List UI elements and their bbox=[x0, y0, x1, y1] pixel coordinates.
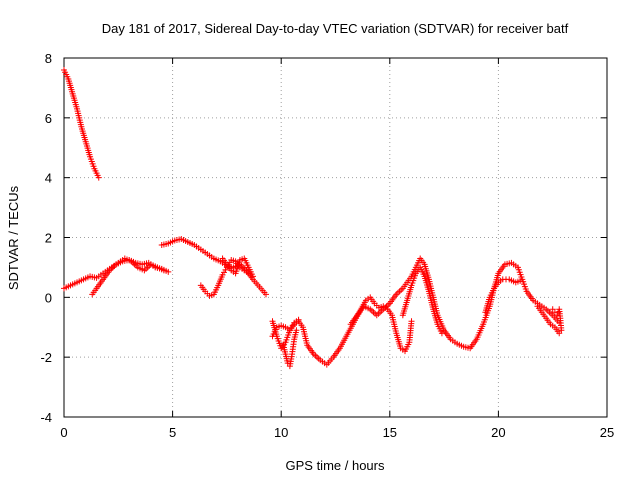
data-point bbox=[160, 267, 167, 274]
data-point bbox=[438, 330, 445, 337]
data-point bbox=[165, 268, 172, 275]
x-tick-label: 10 bbox=[274, 425, 288, 440]
series-seg4 bbox=[158, 235, 269, 298]
tick-labels: 0 5 10 15 20 25 -4 -2 0 2 4 6 8 bbox=[40, 51, 614, 440]
x-tick-label: 5 bbox=[169, 425, 176, 440]
axis-ticks bbox=[63, 57, 608, 418]
series-seg11 bbox=[399, 264, 445, 337]
series-seg5 bbox=[197, 256, 252, 299]
series-seg1 bbox=[61, 66, 102, 181]
y-tick-label: 2 bbox=[45, 231, 52, 246]
data-marks bbox=[61, 66, 565, 370]
gridlines bbox=[64, 58, 607, 417]
data-point bbox=[558, 327, 565, 334]
y-tick-label: 6 bbox=[45, 111, 52, 126]
series-seg13 bbox=[534, 303, 563, 337]
x-tick-label: 25 bbox=[600, 425, 614, 440]
data-point bbox=[554, 312, 561, 319]
x-tick-label: 0 bbox=[60, 425, 67, 440]
data-point bbox=[295, 316, 302, 323]
series-seg8 bbox=[269, 316, 302, 352]
x-tick-label: 20 bbox=[491, 425, 505, 440]
series-seg9 bbox=[280, 327, 300, 370]
series-seg3 bbox=[89, 255, 167, 298]
x-axis-label: GPS time / hours bbox=[286, 458, 385, 473]
y-axis-label: SDTVAR / TECUs bbox=[6, 185, 21, 290]
series-seg12 bbox=[482, 276, 524, 316]
y-tick-label: -4 bbox=[40, 410, 52, 425]
chart-title: Day 181 of 2017, Sidereal Day-to-day VTE… bbox=[102, 21, 569, 36]
data-point bbox=[517, 277, 524, 284]
series-seg10 bbox=[347, 255, 563, 352]
data-point bbox=[408, 318, 415, 325]
series-seg14 bbox=[549, 306, 565, 334]
data-point bbox=[262, 291, 269, 298]
data-point bbox=[95, 174, 102, 181]
y-tick-label: 4 bbox=[45, 171, 52, 186]
plot-border bbox=[63, 57, 608, 418]
data-point bbox=[249, 273, 256, 280]
x-tick-label: 15 bbox=[383, 425, 397, 440]
y-tick-label: -2 bbox=[40, 350, 52, 365]
y-tick-label: 0 bbox=[45, 290, 52, 305]
series-seg6 bbox=[219, 255, 256, 280]
y-tick-label: 8 bbox=[45, 51, 52, 66]
data-point bbox=[293, 327, 300, 334]
